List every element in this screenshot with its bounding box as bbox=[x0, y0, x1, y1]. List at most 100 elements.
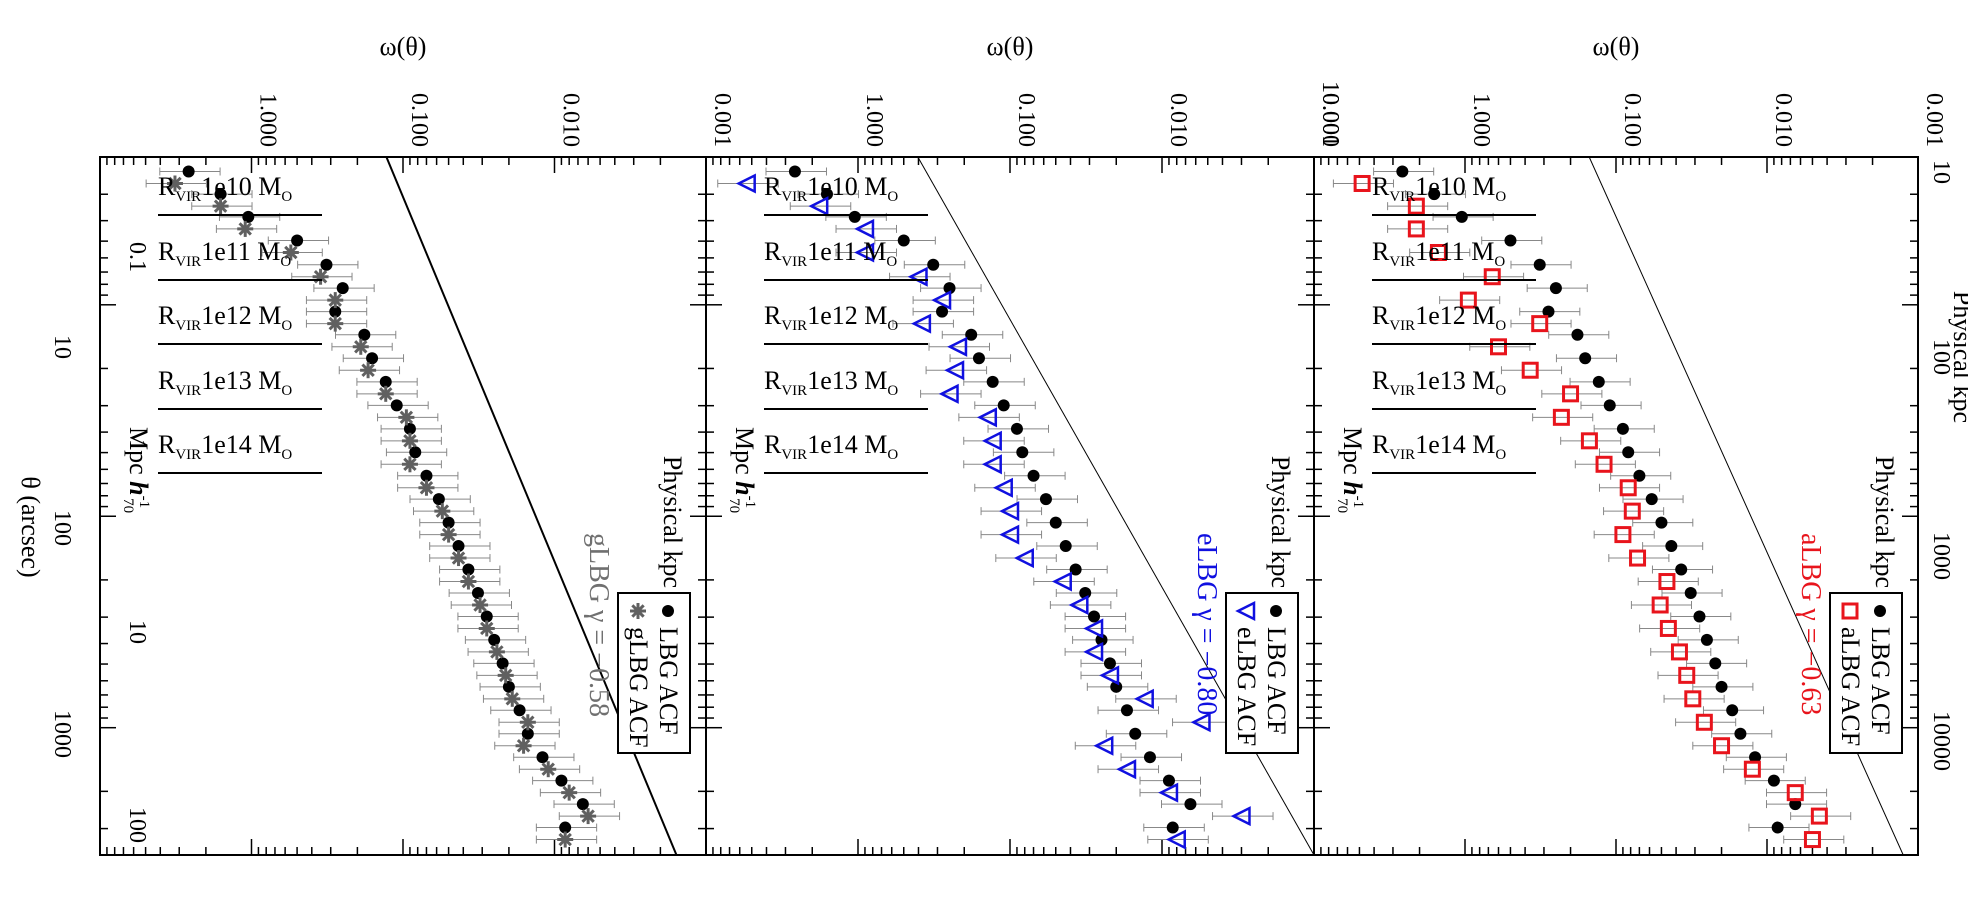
data-point bbox=[1580, 432, 1598, 450]
data-point bbox=[561, 784, 578, 801]
data-point bbox=[1767, 774, 1780, 787]
data-point bbox=[312, 268, 329, 285]
data-point bbox=[1645, 493, 1658, 506]
data-point bbox=[1489, 338, 1507, 356]
legend-marker bbox=[1235, 600, 1256, 622]
rvir-label: RVIR1e13 MO bbox=[764, 366, 898, 399]
legend-box bbox=[1225, 592, 1299, 754]
data-point bbox=[1771, 821, 1784, 834]
data-point bbox=[1592, 375, 1605, 388]
data-point bbox=[432, 493, 445, 506]
data-point bbox=[1622, 446, 1635, 459]
data-point bbox=[1459, 291, 1477, 309]
data-point bbox=[358, 328, 371, 341]
data-point bbox=[1095, 633, 1108, 646]
data-point bbox=[1099, 665, 1120, 686]
series-lbg-acf bbox=[1373, 165, 1828, 834]
data-point bbox=[1579, 352, 1592, 365]
data-point bbox=[420, 469, 433, 482]
data-point bbox=[1143, 751, 1156, 764]
data-point bbox=[496, 657, 509, 670]
data-point bbox=[1013, 548, 1034, 569]
data-point bbox=[242, 210, 255, 223]
data-point bbox=[282, 244, 299, 261]
data-point bbox=[1162, 774, 1175, 787]
data-point bbox=[1743, 760, 1761, 778]
data-point bbox=[1803, 831, 1821, 849]
rvir-label: RVIR1e14 MO bbox=[158, 430, 292, 463]
data-point bbox=[521, 727, 534, 740]
data-point bbox=[1166, 821, 1179, 834]
data-point bbox=[1700, 633, 1713, 646]
data-point bbox=[927, 258, 940, 271]
legend-label: gLBG ACF bbox=[624, 627, 653, 748]
data-point bbox=[1549, 282, 1562, 295]
data-point bbox=[1521, 361, 1539, 379]
data-point bbox=[1165, 829, 1186, 850]
theta-axis-title: θ (arcsec) bbox=[16, 476, 45, 577]
data-point bbox=[1655, 516, 1668, 529]
data-point bbox=[403, 422, 416, 435]
panel-elbg: 0.001 0.010 0.100 1.000 ω(θ) RVIR1e10 MO RVIR1… bbox=[705, 32, 1343, 856]
panel-albg: 0.001 0.010 0.100 1.000 10.000 ω(θ) RVIR1e10 M… bbox=[1313, 32, 1968, 856]
data-point bbox=[854, 242, 875, 263]
gamma-label: gLBG γ = −0.58 bbox=[583, 533, 614, 717]
data-point bbox=[947, 336, 968, 357]
data-point bbox=[897, 234, 910, 247]
data-point bbox=[1190, 712, 1211, 733]
data-point bbox=[212, 198, 229, 215]
data-point bbox=[1504, 234, 1517, 247]
data-point bbox=[999, 501, 1020, 522]
omega-tick-label: 0.001 bbox=[1317, 93, 1343, 147]
rvir-label: RVIR1e10 MO bbox=[1372, 172, 1506, 205]
data-point bbox=[536, 751, 549, 764]
omega-tick-label: 0.100 bbox=[1013, 93, 1039, 147]
data-point bbox=[1396, 165, 1409, 178]
data-point bbox=[327, 292, 344, 309]
data-point bbox=[379, 375, 392, 388]
data-point bbox=[1068, 594, 1089, 616]
legend-label: LBG ACF bbox=[1262, 627, 1291, 735]
data-point bbox=[1083, 641, 1104, 662]
data-point bbox=[488, 643, 505, 660]
data-point bbox=[442, 516, 455, 529]
data-point bbox=[1749, 751, 1762, 764]
data-point bbox=[1659, 619, 1677, 637]
data-point bbox=[1083, 618, 1104, 639]
data-point bbox=[965, 328, 978, 341]
data-point bbox=[1230, 806, 1251, 827]
physical-kpc-label: Physical kpc bbox=[1870, 456, 1899, 588]
theta-tick-label: 10 bbox=[49, 335, 75, 359]
omega-tick-label: 0.010 bbox=[1770, 93, 1796, 147]
theta-tick-label: 100 bbox=[49, 510, 75, 546]
data-point bbox=[931, 290, 952, 311]
data-point bbox=[462, 563, 475, 576]
data-point bbox=[1407, 197, 1425, 215]
data-point bbox=[1027, 469, 1040, 482]
data-point bbox=[480, 610, 493, 623]
data-point bbox=[1088, 610, 1101, 623]
mpc-tick-label: 1 bbox=[124, 439, 150, 451]
data-point bbox=[352, 338, 369, 355]
omega-tick-label: 1.000 bbox=[255, 93, 281, 147]
data-point bbox=[1616, 422, 1629, 435]
omega-tick-label: 0.100 bbox=[1619, 93, 1645, 147]
data-point bbox=[999, 524, 1020, 545]
legend-marker bbox=[1874, 605, 1886, 617]
data-point bbox=[1531, 315, 1549, 333]
data-point bbox=[1552, 408, 1570, 426]
data-point bbox=[1670, 643, 1688, 661]
data-point bbox=[1684, 586, 1697, 599]
data-point bbox=[237, 220, 254, 237]
data-point bbox=[986, 375, 999, 388]
data-point bbox=[1428, 188, 1441, 201]
series-lbg-acf bbox=[765, 165, 1223, 834]
rvir-label: RVIR1e12 MO bbox=[1372, 301, 1506, 334]
data-point bbox=[1133, 688, 1154, 709]
data-point bbox=[997, 399, 1010, 412]
data-point bbox=[401, 456, 418, 473]
kpc-tick-label: 1000 bbox=[1928, 532, 1954, 580]
legend-box bbox=[617, 592, 691, 754]
kpc-tick-label: 10000 bbox=[1928, 711, 1954, 771]
omega-tick-label: 0.001 bbox=[709, 93, 735, 147]
